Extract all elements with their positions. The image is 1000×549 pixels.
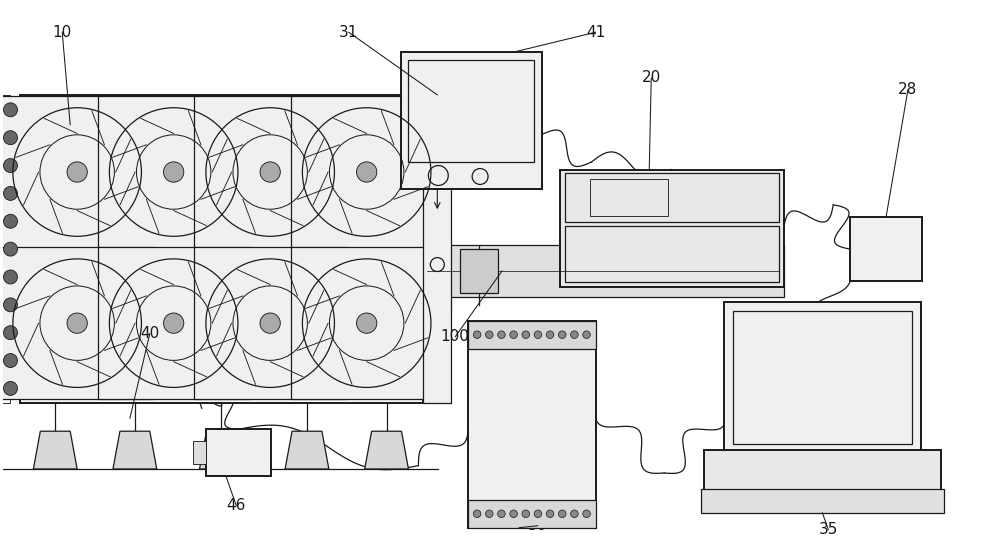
Circle shape bbox=[522, 510, 530, 518]
Circle shape bbox=[546, 331, 554, 339]
Circle shape bbox=[485, 331, 493, 339]
Bar bbox=[468, 321, 596, 528]
Circle shape bbox=[4, 354, 17, 367]
Circle shape bbox=[4, 326, 17, 340]
Bar bbox=[850, 217, 922, 281]
Bar bbox=[733, 311, 912, 444]
Circle shape bbox=[558, 510, 566, 518]
Polygon shape bbox=[365, 431, 408, 469]
Bar bbox=[194, 247, 346, 399]
Bar bbox=[468, 500, 596, 528]
Circle shape bbox=[473, 510, 481, 518]
Bar bbox=[291, 247, 443, 399]
Circle shape bbox=[4, 270, 17, 284]
Circle shape bbox=[426, 382, 440, 395]
Circle shape bbox=[67, 162, 87, 182]
Circle shape bbox=[4, 242, 17, 256]
Bar bbox=[560, 170, 784, 287]
Circle shape bbox=[426, 242, 440, 256]
Circle shape bbox=[4, 382, 17, 395]
Text: 10: 10 bbox=[53, 25, 72, 40]
Circle shape bbox=[546, 510, 554, 518]
Bar bbox=[460, 249, 498, 293]
Bar bbox=[291, 96, 443, 248]
Circle shape bbox=[426, 214, 440, 228]
Circle shape bbox=[426, 298, 440, 312]
Bar bbox=[1, 247, 153, 399]
Polygon shape bbox=[200, 431, 243, 469]
Bar bbox=[590, 179, 668, 216]
Circle shape bbox=[522, 331, 530, 339]
Bar bbox=[701, 489, 944, 513]
Circle shape bbox=[357, 313, 377, 333]
Text: 20: 20 bbox=[642, 70, 661, 86]
Bar bbox=[704, 450, 941, 492]
Circle shape bbox=[4, 214, 17, 228]
Text: 31: 31 bbox=[339, 25, 358, 40]
Bar bbox=[98, 247, 250, 399]
Text: 40: 40 bbox=[140, 326, 159, 341]
Circle shape bbox=[498, 510, 505, 518]
Text: 46: 46 bbox=[227, 498, 246, 513]
Text: 35: 35 bbox=[819, 522, 838, 537]
Polygon shape bbox=[33, 431, 77, 469]
Bar bbox=[194, 96, 346, 248]
Circle shape bbox=[260, 313, 280, 333]
Circle shape bbox=[510, 510, 517, 518]
Text: 28: 28 bbox=[898, 82, 918, 97]
Circle shape bbox=[583, 331, 590, 339]
Circle shape bbox=[534, 331, 542, 339]
Polygon shape bbox=[285, 431, 329, 469]
Circle shape bbox=[164, 313, 184, 333]
Circle shape bbox=[426, 270, 440, 284]
Circle shape bbox=[4, 103, 17, 117]
Bar bbox=[724, 302, 921, 453]
Circle shape bbox=[583, 510, 590, 518]
Bar bbox=[193, 441, 206, 464]
Bar bbox=[26, 101, 417, 397]
Bar bbox=[20, 95, 423, 404]
Bar bbox=[423, 95, 451, 404]
Circle shape bbox=[485, 510, 493, 518]
Bar bbox=[565, 173, 779, 222]
Bar bbox=[408, 60, 534, 161]
Bar bbox=[565, 226, 779, 282]
Circle shape bbox=[426, 131, 440, 144]
Circle shape bbox=[426, 103, 440, 117]
Circle shape bbox=[426, 354, 440, 367]
Text: 30: 30 bbox=[528, 518, 547, 533]
Circle shape bbox=[534, 510, 542, 518]
Bar bbox=[422, 245, 784, 297]
Bar bbox=[98, 96, 250, 248]
Text: 100: 100 bbox=[441, 329, 470, 344]
Circle shape bbox=[4, 159, 17, 172]
Circle shape bbox=[426, 326, 440, 340]
Circle shape bbox=[498, 331, 505, 339]
Polygon shape bbox=[113, 431, 157, 469]
Circle shape bbox=[357, 162, 377, 182]
Bar bbox=[401, 52, 542, 189]
Bar bbox=[0, 95, 10, 404]
Circle shape bbox=[4, 298, 17, 312]
Circle shape bbox=[4, 131, 17, 144]
Circle shape bbox=[571, 510, 578, 518]
Circle shape bbox=[67, 313, 87, 333]
Circle shape bbox=[426, 159, 440, 172]
Circle shape bbox=[558, 331, 566, 339]
Text: 41: 41 bbox=[586, 25, 605, 40]
Circle shape bbox=[426, 187, 440, 200]
Bar bbox=[1, 96, 153, 248]
Bar bbox=[206, 429, 271, 476]
Circle shape bbox=[260, 162, 280, 182]
Circle shape bbox=[164, 162, 184, 182]
Bar bbox=[468, 321, 596, 349]
Circle shape bbox=[473, 331, 481, 339]
Circle shape bbox=[4, 187, 17, 200]
Circle shape bbox=[571, 331, 578, 339]
Circle shape bbox=[510, 331, 517, 339]
